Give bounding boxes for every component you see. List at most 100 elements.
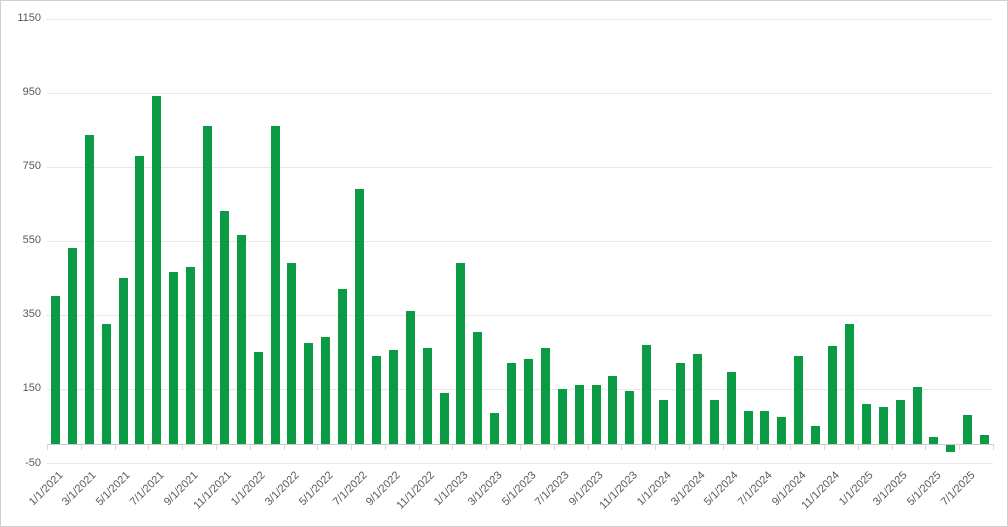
bar bbox=[844, 324, 854, 445]
x-axis-tick-mark bbox=[621, 444, 622, 450]
x-axis-tick-mark bbox=[554, 444, 555, 450]
bar bbox=[895, 400, 905, 445]
bar bbox=[692, 353, 702, 445]
x-axis-tick-mark bbox=[993, 444, 994, 450]
bar bbox=[574, 385, 584, 445]
x-axis-tick-label: 5/1/2022 bbox=[296, 469, 336, 509]
bar bbox=[760, 411, 770, 445]
x-axis-tick-mark bbox=[452, 444, 453, 450]
bar bbox=[861, 403, 871, 445]
gridline bbox=[47, 19, 993, 20]
x-axis-tick-label: 1/1/2021 bbox=[26, 469, 66, 509]
bar bbox=[625, 390, 635, 445]
x-axis-tick-label: 7/1/2024 bbox=[735, 469, 775, 509]
bar bbox=[304, 342, 314, 445]
bar bbox=[203, 125, 212, 445]
x-axis-tick-mark bbox=[250, 444, 251, 450]
x-axis-tick-mark bbox=[757, 444, 758, 450]
x-axis-tick-mark bbox=[385, 444, 386, 450]
bar bbox=[490, 413, 500, 445]
y-axis-tick-label: 1150 bbox=[17, 12, 41, 24]
bar bbox=[540, 348, 550, 445]
x-axis-tick-mark bbox=[81, 444, 82, 450]
bar bbox=[101, 324, 111, 445]
bar bbox=[743, 411, 753, 445]
x-axis-tick-label: 5/1/2024 bbox=[702, 469, 741, 509]
bar bbox=[963, 414, 973, 445]
x-axis-tick-mark bbox=[689, 444, 690, 450]
x-axis-tick-mark bbox=[284, 444, 285, 450]
bar bbox=[456, 263, 466, 445]
bar bbox=[811, 426, 821, 445]
x-axis-tick-label: 3/1/2021 bbox=[60, 469, 100, 509]
bar bbox=[726, 372, 736, 445]
x-axis-tick-mark bbox=[182, 444, 183, 450]
y-axis-tick-label: -50 bbox=[25, 457, 41, 469]
x-axis-tick-mark bbox=[419, 444, 420, 450]
bar bbox=[608, 376, 618, 445]
x-axis-tick-label: 3/1/2024 bbox=[668, 469, 708, 509]
gridline bbox=[47, 315, 993, 316]
x-axis-tick-mark bbox=[655, 444, 656, 450]
x-axis-tick-mark bbox=[723, 444, 724, 450]
bar bbox=[422, 348, 432, 445]
bar bbox=[929, 437, 939, 445]
bar bbox=[642, 344, 652, 445]
bar bbox=[287, 263, 297, 445]
x-axis-tick-mark bbox=[216, 444, 217, 450]
y-axis-tick-label: 950 bbox=[22, 86, 41, 98]
bar bbox=[659, 400, 669, 445]
bar bbox=[50, 296, 60, 445]
x-axis-tick-label: 5/1/2021 bbox=[94, 469, 133, 509]
bar bbox=[777, 416, 787, 445]
bar bbox=[270, 125, 280, 445]
y-axis-tick-label: 150 bbox=[22, 382, 41, 394]
bar bbox=[946, 444, 956, 452]
bar bbox=[67, 248, 77, 445]
x-axis-tick-label: 7/1/2022 bbox=[330, 469, 370, 509]
gridline bbox=[47, 241, 993, 242]
y-axis-tick-label: 750 bbox=[22, 160, 41, 172]
bar bbox=[828, 346, 837, 445]
x-axis-tick-mark bbox=[115, 444, 116, 450]
bar bbox=[912, 387, 922, 445]
x-axis-tick-label: 7/1/2025 bbox=[938, 469, 978, 509]
x-axis-tick-label: 3/1/2025 bbox=[871, 469, 910, 509]
bar bbox=[253, 351, 263, 445]
x-axis-tick-label: 1/1/2023 bbox=[431, 469, 471, 509]
x-axis-tick-mark bbox=[351, 444, 352, 450]
bar bbox=[709, 400, 719, 445]
bar bbox=[591, 385, 601, 445]
x-axis-tick-mark bbox=[317, 444, 318, 450]
bar bbox=[321, 337, 331, 445]
x-axis-tick-label: 1/1/2024 bbox=[634, 469, 674, 509]
bar bbox=[507, 363, 517, 445]
bar bbox=[405, 311, 415, 445]
gridline bbox=[47, 463, 993, 464]
x-axis-tick-mark bbox=[858, 444, 859, 450]
y-axis-tick-label: 550 bbox=[22, 234, 41, 246]
x-axis-tick-mark bbox=[47, 444, 48, 450]
x-axis-tick-label: 1/1/2025 bbox=[837, 469, 877, 509]
x-axis-tick-mark bbox=[520, 444, 521, 450]
bar bbox=[371, 355, 381, 445]
x-axis-tick-label: 3/1/2022 bbox=[262, 469, 302, 509]
bar bbox=[118, 277, 128, 445]
x-axis-tick-mark bbox=[959, 444, 960, 450]
x-axis-tick-mark bbox=[148, 444, 149, 450]
bar bbox=[84, 135, 94, 445]
x-axis-tick-mark bbox=[925, 444, 926, 450]
x-axis-tick-label: 7/1/2021 bbox=[127, 469, 167, 509]
x-axis-tick-label: 3/1/2023 bbox=[465, 469, 505, 509]
bar bbox=[135, 155, 145, 445]
x-axis-tick-mark bbox=[824, 444, 825, 450]
bar bbox=[236, 235, 246, 445]
bar bbox=[557, 388, 567, 445]
gridline bbox=[47, 93, 993, 94]
bar bbox=[439, 392, 449, 445]
bar bbox=[980, 435, 990, 445]
bar bbox=[219, 211, 229, 445]
x-axis-tick-mark bbox=[486, 444, 487, 450]
bar bbox=[169, 272, 179, 445]
